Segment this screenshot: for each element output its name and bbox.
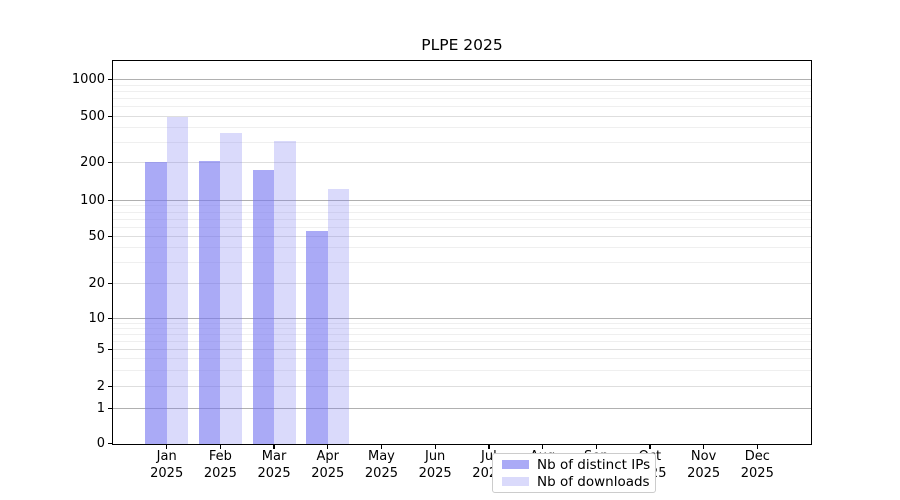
bar-downloads-jan xyxy=(166,117,189,444)
x-tick-label: Jun 2025 xyxy=(418,449,452,481)
x-tick-mark xyxy=(703,444,705,449)
y-tick-label: 100 xyxy=(80,192,105,208)
y-tick-mark xyxy=(107,443,112,445)
bar-distinct-ips-feb xyxy=(198,160,221,444)
gridline-minor xyxy=(113,262,811,264)
bar-distinct-ips-jan xyxy=(145,161,167,444)
y-tick-mark xyxy=(107,78,112,80)
x-tick-mark xyxy=(595,444,597,449)
legend-item-distinct-ips: Nb of distinct IPs xyxy=(502,458,655,472)
x-tick-label: Mar 2025 xyxy=(257,449,291,481)
gridline xyxy=(113,79,811,80)
gridline-minor xyxy=(113,218,811,220)
y-tick-mark xyxy=(107,317,112,319)
x-tick-label: Feb 2025 xyxy=(203,449,237,481)
bar-downloads-mar xyxy=(274,141,296,444)
y-tick-label: 50 xyxy=(88,228,105,244)
plot-area: Nb of distinct IPs Nb of downloads xyxy=(107,60,812,493)
y-tick-label: 1 xyxy=(96,400,105,416)
y-tick-label: 500 xyxy=(80,108,105,124)
gridline-minor xyxy=(113,226,811,228)
gridline-minor xyxy=(113,141,811,143)
gridline xyxy=(113,318,811,319)
x-tick-label: Nov 2025 xyxy=(687,449,721,481)
bar-distinct-ips-mar xyxy=(252,169,275,444)
legend-label-distinct-ips: Nb of distinct IPs xyxy=(537,456,651,473)
y-tick-label: 200 xyxy=(80,154,105,170)
x-tick-mark xyxy=(219,444,222,449)
gridline-minor xyxy=(113,106,811,108)
gridline-minor xyxy=(113,327,811,329)
gridline-minor xyxy=(113,340,811,342)
legend-item-downloads: Nb of downloads xyxy=(502,475,655,489)
x-tick-mark xyxy=(488,444,490,449)
gridline xyxy=(113,386,811,387)
x-tick-mark xyxy=(327,444,329,449)
y-tick-mark xyxy=(107,199,112,201)
gridline-minor xyxy=(113,247,811,249)
chart-title: PLPE 2025 xyxy=(421,36,503,54)
y-tick-label: 1000 xyxy=(71,71,105,87)
gridline-minor xyxy=(113,98,811,100)
y-tick-mark xyxy=(107,407,112,409)
legend-label-downloads: Nb of downloads xyxy=(537,473,650,490)
legend-swatch-downloads xyxy=(502,477,529,486)
y-tick-label: 5 xyxy=(96,341,105,357)
y-tick-label: 10 xyxy=(88,310,105,326)
y-tick-mark xyxy=(107,282,112,284)
x-tick-label: Apr 2025 xyxy=(311,449,345,481)
y-tick-mark xyxy=(107,385,112,387)
y-tick-mark xyxy=(107,235,112,237)
gridline-minor xyxy=(113,322,811,324)
x-tick-label: May 2025 xyxy=(364,449,398,481)
y-tick-mark xyxy=(107,161,112,164)
gridline-minor xyxy=(113,84,811,86)
gridline-minor xyxy=(113,90,811,92)
gridline-minor xyxy=(113,358,811,359)
x-tick-mark xyxy=(649,444,651,449)
gridline xyxy=(113,116,811,117)
bar-distinct-ips-apr xyxy=(306,231,328,444)
gridline-minor xyxy=(113,127,811,129)
gridline xyxy=(113,349,811,350)
y-tick-mark xyxy=(107,115,112,117)
x-tick-mark xyxy=(380,444,383,449)
y-tick-label: 20 xyxy=(88,275,105,291)
bar-downloads-feb xyxy=(220,133,242,444)
x-tick-mark xyxy=(434,444,436,449)
gridline xyxy=(113,236,811,237)
legend-swatch-distinct-ips xyxy=(502,460,529,469)
gridline-minor xyxy=(113,333,811,335)
y-tick-mark xyxy=(107,348,112,350)
gridline-minor xyxy=(113,369,811,371)
gridline xyxy=(113,200,811,201)
gridline xyxy=(113,408,811,409)
bar-downloads-apr xyxy=(327,188,350,444)
x-tick-mark xyxy=(166,444,168,449)
gridline xyxy=(113,283,811,284)
x-tick-mark xyxy=(273,444,275,449)
gridline-minor xyxy=(113,205,811,207)
y-tick-label: 0 xyxy=(96,436,105,451)
legend: Nb of distinct IPs Nb of downloads xyxy=(492,453,656,493)
gridline-minor xyxy=(113,211,811,213)
x-tick-label: Dec 2025 xyxy=(740,449,774,481)
y-tick-label: 2 xyxy=(96,378,105,394)
gridline xyxy=(113,162,811,164)
x-tick-mark xyxy=(541,444,544,449)
x-tick-label: Jan 2025 xyxy=(150,449,184,481)
x-tick-mark xyxy=(756,444,758,449)
